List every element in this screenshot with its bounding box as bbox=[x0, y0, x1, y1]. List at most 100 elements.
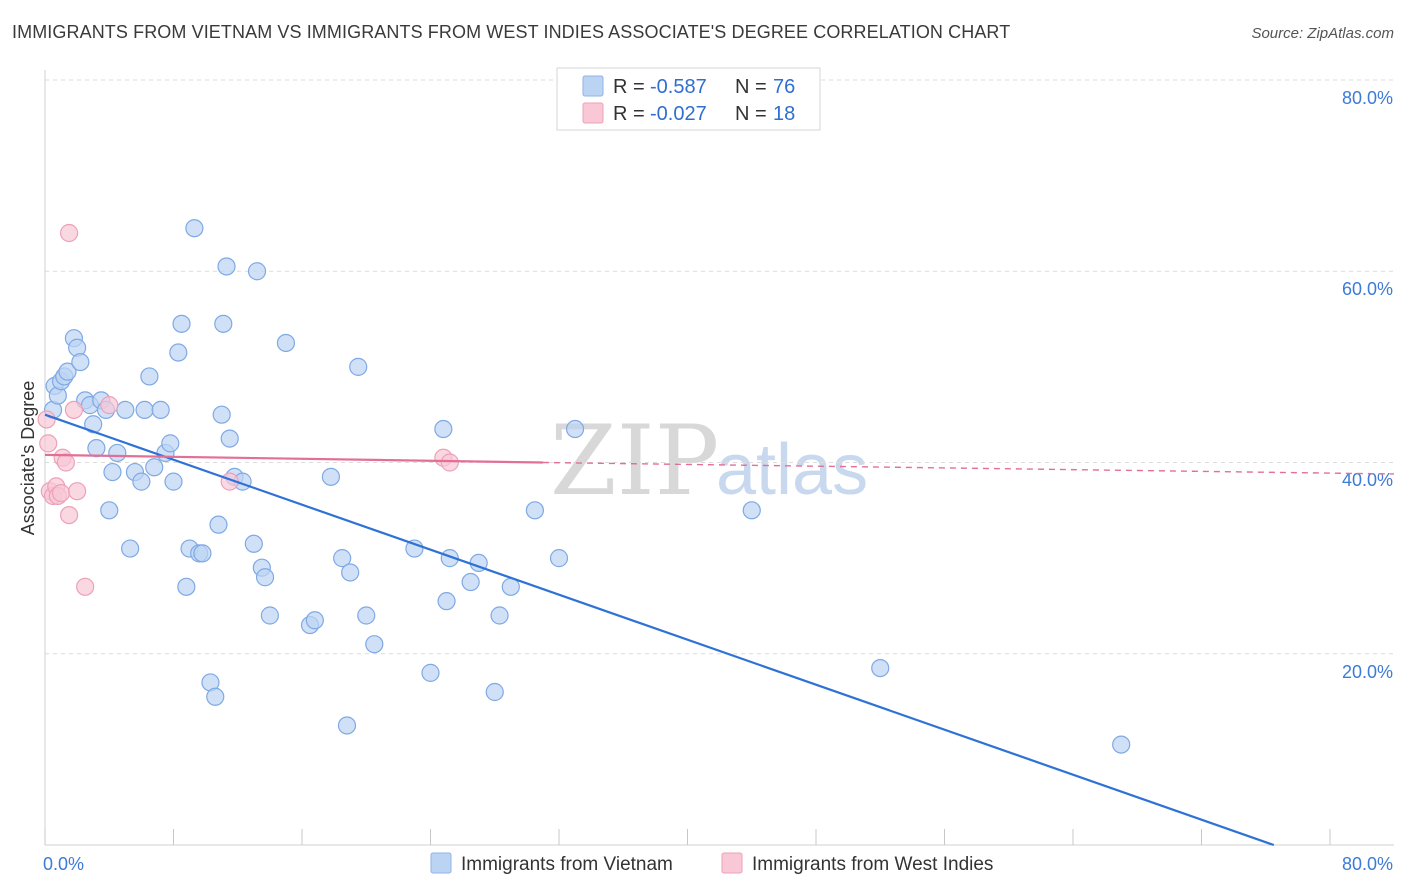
point-vietnam bbox=[349, 357, 368, 376]
trend-line-west-indies bbox=[44, 453, 543, 464]
point-vietnam bbox=[244, 534, 263, 553]
point-west-indies bbox=[59, 505, 79, 525]
legend-n-label-vietnam: N = bbox=[735, 76, 767, 98]
point-vietnam bbox=[87, 439, 106, 458]
point-vietnam bbox=[212, 405, 231, 424]
point-vietnam bbox=[461, 572, 480, 592]
x-tick-label-max: 80.0% bbox=[1342, 854, 1393, 874]
source-label: Source: ZipAtlas.com bbox=[1251, 25, 1394, 42]
point-vietnam bbox=[437, 592, 456, 611]
y-tick-label-40: 40.0% bbox=[1342, 470, 1393, 490]
y-axis-label: Associate's Degree bbox=[18, 381, 38, 536]
point-vietnam bbox=[260, 606, 279, 625]
legend-swatch-vietnam bbox=[582, 75, 604, 97]
point-vietnam bbox=[305, 611, 324, 630]
watermark-atlas: atlas bbox=[716, 430, 868, 510]
correlation-legend: R = -0.587 N = 76 R = -0.027 N = 18 bbox=[556, 67, 821, 131]
point-vietnam bbox=[337, 716, 357, 735]
point-vietnam bbox=[84, 415, 103, 434]
trend-line-vietnam bbox=[44, 413, 1275, 847]
grid bbox=[45, 79, 1394, 655]
point-west-indies bbox=[68, 482, 87, 501]
point-vietnam bbox=[357, 606, 376, 625]
point-vietnam bbox=[341, 563, 360, 582]
point-vietnam bbox=[549, 549, 569, 568]
point-vietnam bbox=[321, 467, 341, 486]
x-ticks bbox=[44, 829, 1331, 845]
point-vietnam bbox=[103, 462, 122, 482]
point-vietnam bbox=[177, 577, 196, 596]
point-vietnam bbox=[145, 458, 164, 477]
point-vietnam bbox=[217, 257, 236, 276]
point-vietnam bbox=[220, 429, 239, 448]
legend-n-value-vietnam: 76 bbox=[773, 76, 795, 98]
y-tick-labels: 80.0% 60.0% 40.0% 20.0% bbox=[1342, 88, 1393, 682]
point-vietnam bbox=[206, 687, 225, 706]
point-vietnam bbox=[276, 333, 296, 353]
point-vietnam bbox=[151, 400, 170, 420]
point-vietnam bbox=[108, 443, 127, 463]
bottom-legend-label-west-indies: Immigrants from West Indies bbox=[752, 854, 993, 875]
point-vietnam bbox=[565, 419, 585, 439]
point-west-indies bbox=[440, 453, 459, 472]
point-west-indies bbox=[56, 453, 75, 472]
point-west-indies bbox=[51, 484, 71, 503]
point-vietnam bbox=[169, 343, 188, 362]
point-west-indies bbox=[37, 410, 56, 429]
point-vietnam bbox=[490, 606, 509, 625]
point-vietnam bbox=[742, 501, 761, 520]
point-west-indies bbox=[39, 434, 58, 453]
point-vietnam bbox=[58, 362, 77, 381]
point-west-indies bbox=[59, 223, 79, 243]
bottom-legend-swatch-vietnam bbox=[430, 852, 452, 874]
point-vietnam bbox=[116, 400, 135, 420]
legend-r-label-vietnam: R = bbox=[613, 76, 645, 98]
y-tick-label-20: 20.0% bbox=[1342, 662, 1393, 682]
point-vietnam bbox=[161, 434, 180, 453]
point-vietnam bbox=[214, 314, 233, 333]
legend-n-value-west-indies: 18 bbox=[773, 103, 795, 125]
series-west-indies-points bbox=[37, 223, 459, 596]
bottom-legend-label-vietnam: Immigrants from Vietnam bbox=[461, 854, 673, 875]
legend-r-value-west-indies: -0.027 bbox=[650, 103, 707, 125]
point-vietnam bbox=[71, 352, 90, 372]
point-vietnam bbox=[247, 262, 267, 281]
point-west-indies bbox=[100, 396, 119, 415]
point-vietnam bbox=[121, 539, 140, 558]
point-vietnam bbox=[421, 663, 440, 682]
y-tick-label-60: 60.0% bbox=[1342, 279, 1393, 299]
point-vietnam bbox=[365, 635, 384, 654]
point-vietnam bbox=[525, 501, 545, 520]
point-west-indies bbox=[64, 400, 84, 420]
point-vietnam bbox=[434, 419, 453, 439]
point-vietnam bbox=[100, 501, 119, 520]
point-vietnam bbox=[185, 219, 204, 238]
point-vietnam bbox=[1112, 735, 1131, 754]
series-legend: Immigrants from Vietnam Immigrants from … bbox=[430, 852, 993, 875]
point-vietnam bbox=[405, 539, 424, 558]
bottom-legend-swatch-west-indies bbox=[721, 852, 743, 874]
axes bbox=[44, 70, 1394, 846]
y-tick-label-80: 80.0% bbox=[1342, 88, 1393, 108]
legend-swatch-west-indies bbox=[582, 102, 604, 124]
point-vietnam bbox=[132, 472, 151, 491]
trend-lines bbox=[44, 413, 1395, 847]
point-vietnam bbox=[135, 400, 154, 420]
point-vietnam bbox=[164, 472, 183, 491]
legend-n-label-west-indies: N = bbox=[735, 103, 767, 125]
point-vietnam bbox=[209, 515, 228, 534]
point-vietnam bbox=[255, 568, 275, 587]
point-vietnam bbox=[333, 549, 352, 568]
point-west-indies bbox=[76, 577, 95, 596]
legend-r-label-west-indies: R = bbox=[613, 103, 645, 125]
trend-line-west-indies-extension bbox=[542, 461, 1395, 475]
point-vietnam bbox=[172, 314, 191, 333]
point-vietnam bbox=[140, 367, 159, 386]
point-vietnam bbox=[871, 658, 890, 678]
chart-title: IMMIGRANTS FROM VIETNAM VS IMMIGRANTS FR… bbox=[12, 22, 1011, 42]
legend-r-value-vietnam: -0.587 bbox=[650, 76, 707, 98]
point-vietnam bbox=[485, 682, 504, 702]
x-tick-label-min: 0.0% bbox=[43, 854, 84, 874]
point-vietnam bbox=[193, 544, 212, 563]
